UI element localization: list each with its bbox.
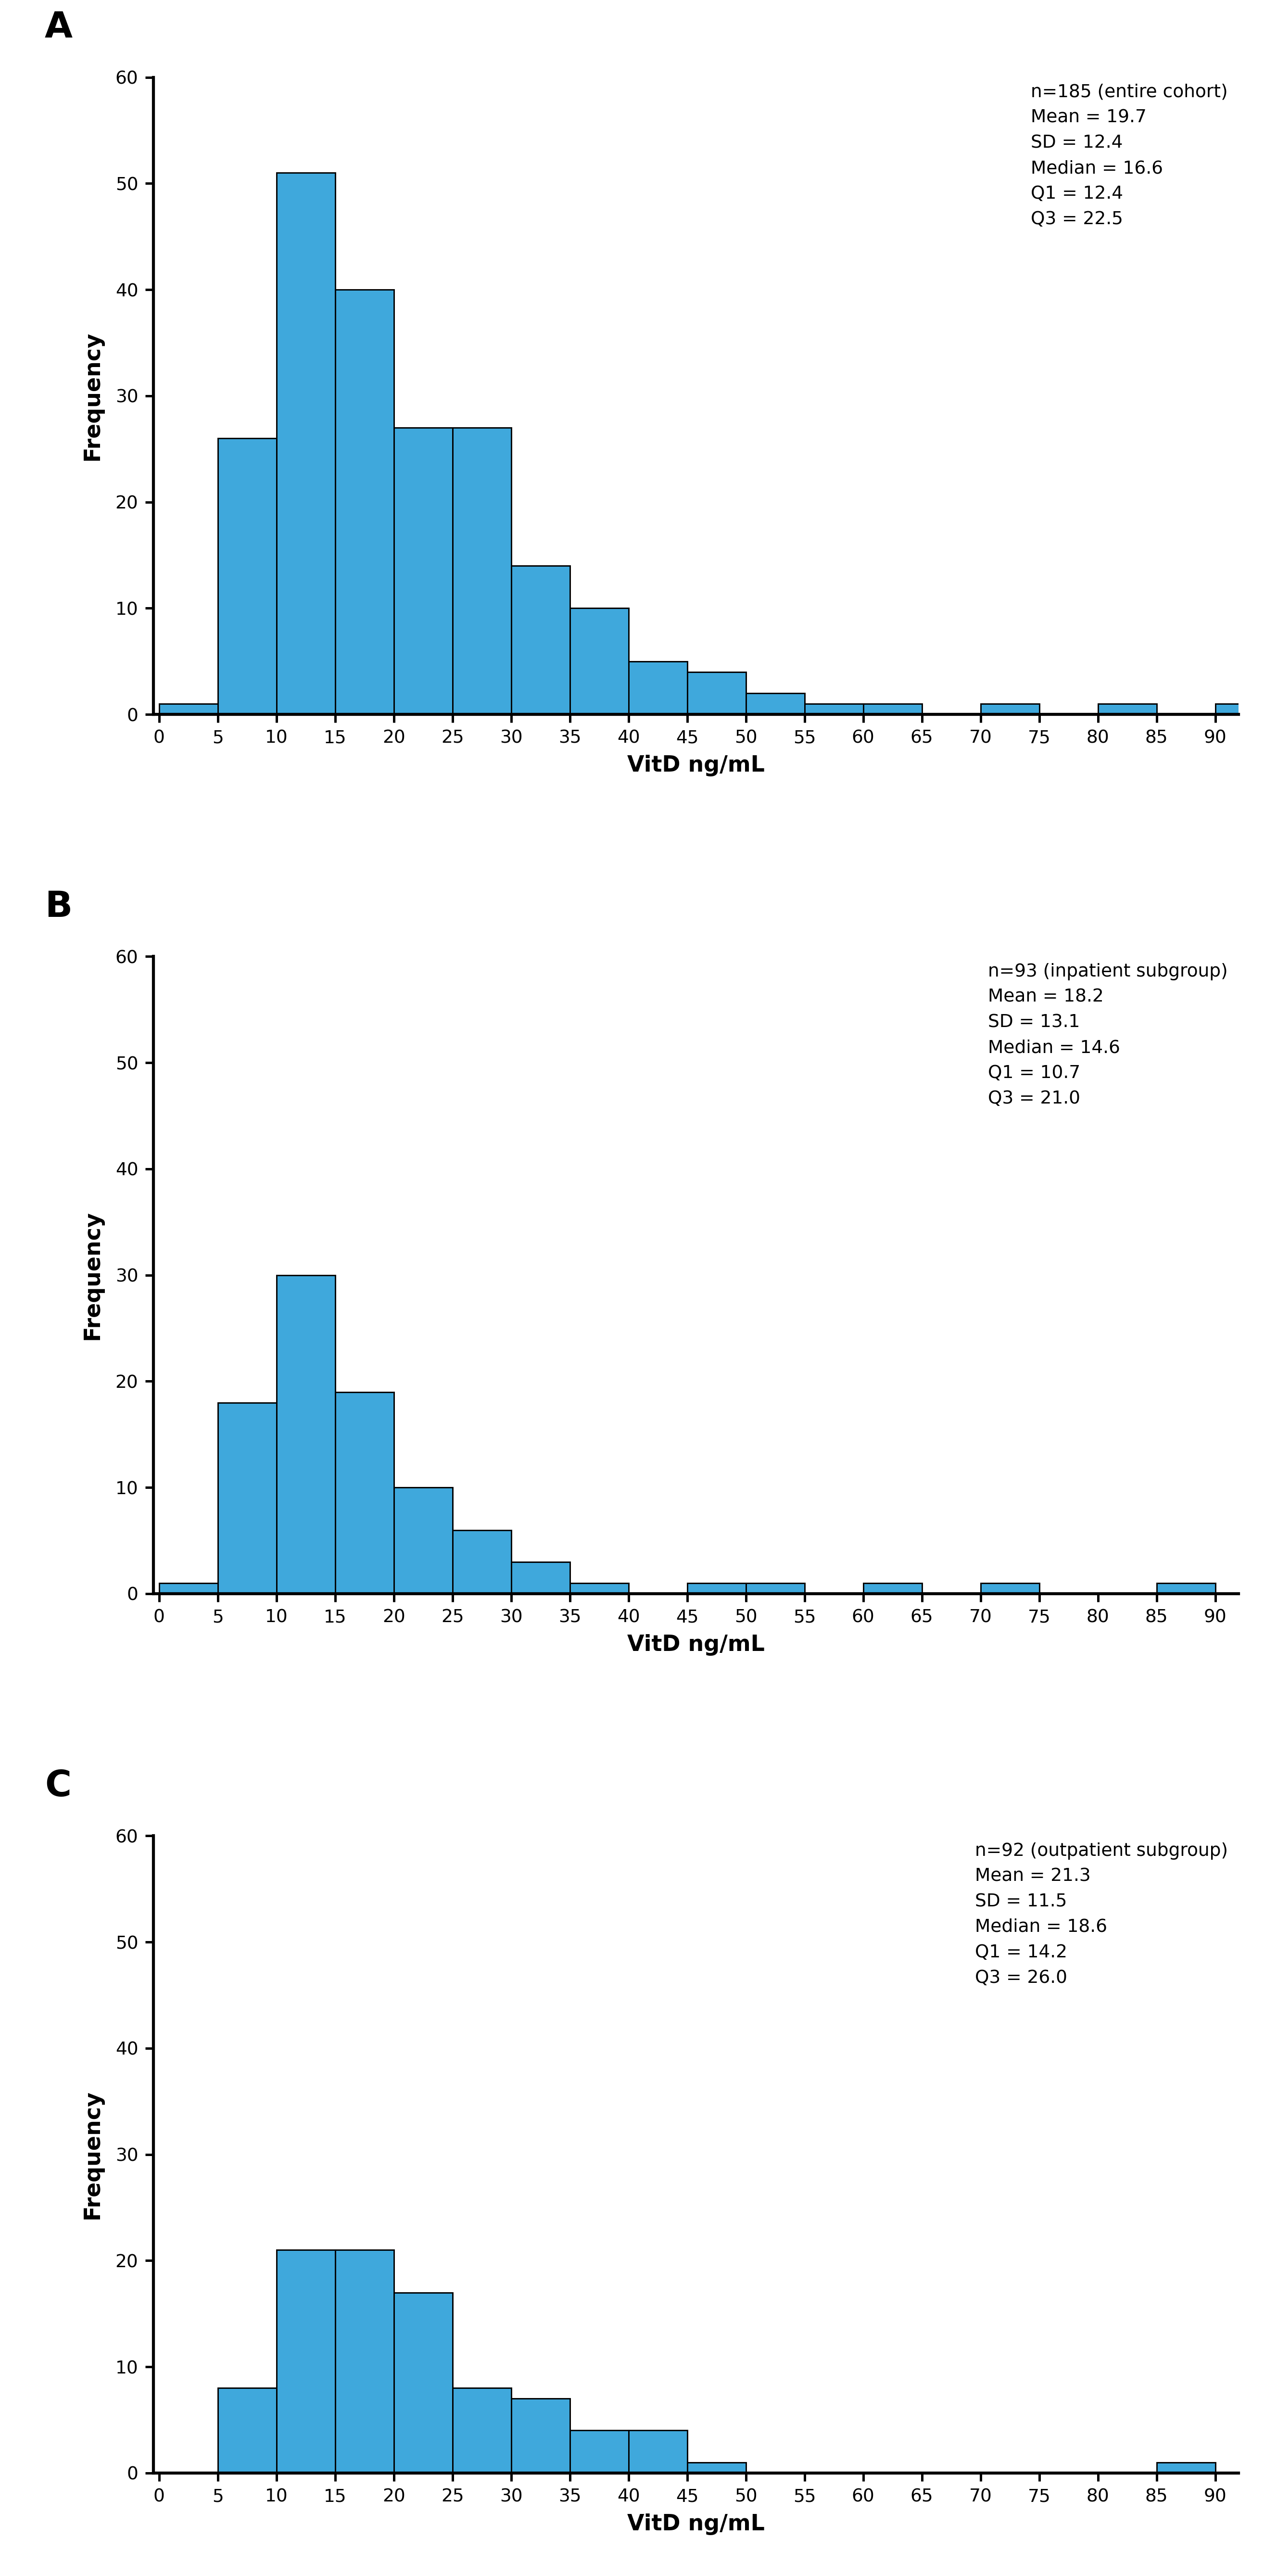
Bar xyxy=(628,662,687,714)
Bar xyxy=(393,428,452,714)
Bar xyxy=(511,567,570,714)
Bar xyxy=(452,1530,511,1595)
Bar xyxy=(863,1584,922,1595)
Bar xyxy=(276,2249,335,2473)
Text: A: A xyxy=(45,10,73,46)
Bar xyxy=(746,1584,805,1595)
Bar xyxy=(805,703,863,714)
Bar xyxy=(687,672,746,714)
Text: n=185 (entire cohort)
Mean = 19.7
SD = 12.4
Median = 16.6
Q1 = 12.4
Q3 = 22.5: n=185 (entire cohort) Mean = 19.7 SD = 1… xyxy=(1031,82,1227,227)
Bar xyxy=(687,1584,746,1595)
Bar xyxy=(276,173,335,714)
X-axis label: VitD ng/mL: VitD ng/mL xyxy=(627,755,765,775)
Bar xyxy=(511,1561,570,1595)
Y-axis label: Frequency: Frequency xyxy=(82,2089,103,2218)
Bar xyxy=(628,2432,687,2473)
Text: n=92 (outpatient subgroup)
Mean = 21.3
SD = 11.5
Median = 18.6
Q1 = 14.2
Q3 = 26: n=92 (outpatient subgroup) Mean = 21.3 S… xyxy=(974,1842,1227,1986)
Bar xyxy=(863,703,922,714)
X-axis label: VitD ng/mL: VitD ng/mL xyxy=(627,1633,765,1656)
Bar xyxy=(687,2463,746,2473)
Bar xyxy=(746,693,805,714)
Bar xyxy=(570,2432,628,2473)
Y-axis label: Frequency: Frequency xyxy=(82,1211,103,1340)
Bar xyxy=(335,289,393,714)
Bar xyxy=(452,2388,511,2473)
Bar xyxy=(160,1584,218,1595)
Bar xyxy=(1216,703,1274,714)
Bar xyxy=(1157,2463,1216,2473)
Bar xyxy=(570,1584,628,1595)
Bar xyxy=(981,703,1039,714)
Bar xyxy=(393,1486,452,1595)
Text: B: B xyxy=(45,889,73,925)
Bar xyxy=(276,1275,335,1595)
Text: n=93 (inpatient subgroup)
Mean = 18.2
SD = 13.1
Median = 14.6
Q1 = 10.7
Q3 = 21.: n=93 (inpatient subgroup) Mean = 18.2 SD… xyxy=(988,963,1227,1108)
Y-axis label: Frequency: Frequency xyxy=(82,332,103,461)
Bar xyxy=(393,2293,452,2473)
Bar xyxy=(1157,1584,1216,1595)
Bar xyxy=(160,703,218,714)
Bar xyxy=(218,1401,276,1595)
Bar xyxy=(1098,703,1157,714)
Bar xyxy=(335,1391,393,1595)
Bar xyxy=(570,608,628,714)
Text: C: C xyxy=(45,1770,72,1803)
Bar xyxy=(218,438,276,714)
Bar xyxy=(981,1584,1039,1595)
X-axis label: VitD ng/mL: VitD ng/mL xyxy=(627,2514,765,2535)
Bar xyxy=(218,2388,276,2473)
Bar xyxy=(511,2398,570,2473)
Bar xyxy=(335,2249,393,2473)
Bar xyxy=(1274,703,1277,714)
Bar xyxy=(452,428,511,714)
